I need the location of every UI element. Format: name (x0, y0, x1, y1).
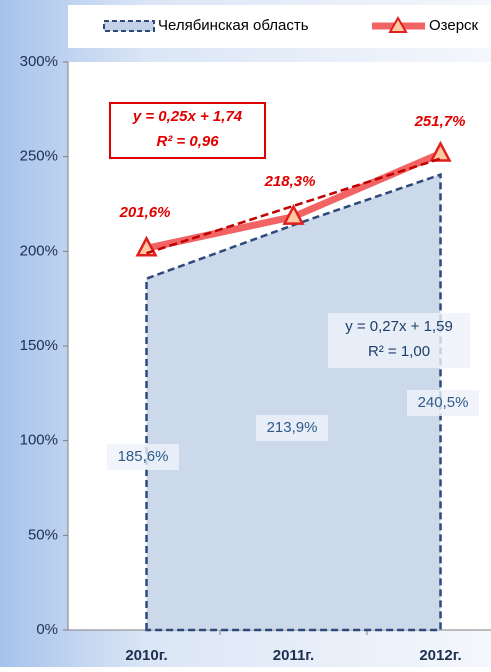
value-label: 201,6% (119, 204, 171, 221)
y-tick-label: 100% (20, 432, 58, 449)
y-tick-label: 300% (20, 53, 58, 70)
y-tick-label: 250% (20, 148, 58, 165)
annotation: R² = 0,96 (156, 133, 219, 150)
value-label-box (407, 390, 479, 416)
x-tick-label: 2012г. (419, 647, 461, 664)
y-tick-label: 150% (20, 337, 58, 354)
legend-swatch (103, 20, 155, 32)
marker (282, 204, 305, 225)
value-label: 185,6% (118, 448, 169, 465)
value-label: 218,3% (264, 173, 316, 190)
annotation-box (109, 102, 266, 159)
trendline (146, 157, 441, 255)
annotation: y = 0,27x + 1,59 (345, 318, 453, 335)
value-label-box (256, 415, 328, 441)
x-tick-label: 2010г. (125, 647, 167, 664)
value-label-box (107, 444, 179, 470)
area (145, 172, 442, 632)
annotation: y = 0,25x + 1,74 (132, 108, 243, 125)
value-label: 251,7% (414, 113, 466, 130)
legend-label: Озерск (429, 17, 479, 34)
value-label: 240,5% (418, 394, 469, 411)
value-label: 213,9% (267, 419, 318, 436)
y-tick-label: 50% (28, 526, 58, 543)
legend-label: Челябинская область (158, 17, 309, 34)
x-tick-label: 2011г. (273, 647, 314, 664)
y-tick-label: 0% (36, 621, 58, 638)
legend-swatch (388, 15, 408, 33)
annotation-box (328, 313, 470, 368)
marker (429, 140, 452, 162)
annotation: R² = 1,00 (368, 343, 430, 360)
y-tick-label: 200% (20, 242, 58, 259)
